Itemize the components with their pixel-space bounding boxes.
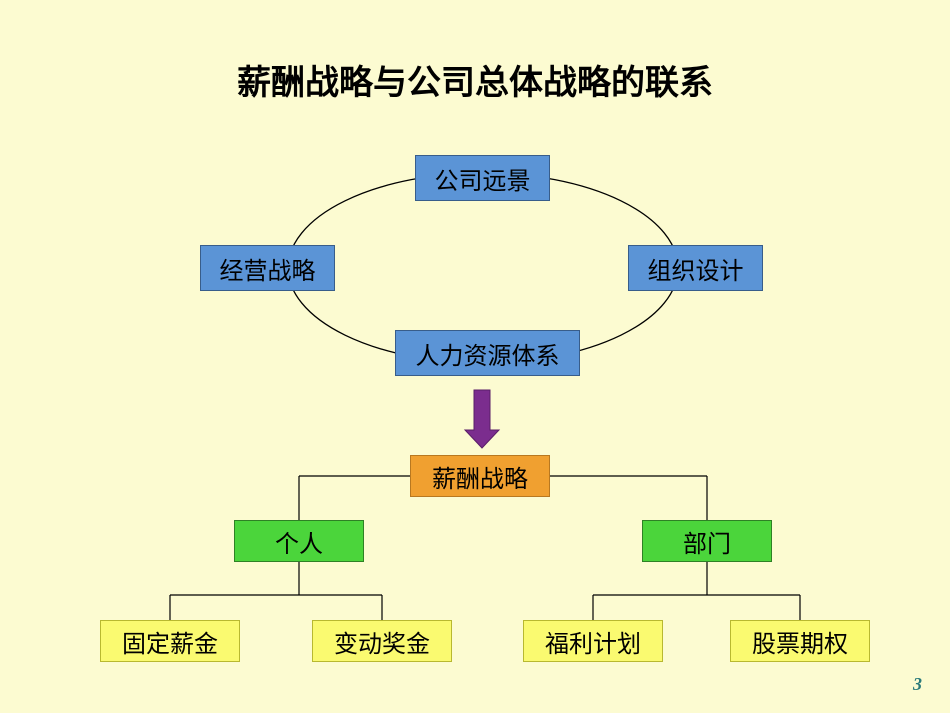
down-arrow [465, 390, 499, 448]
box-vision: 公司远景 [415, 155, 550, 201]
box-fixed: 固定薪金 [100, 620, 240, 662]
box-comp: 薪酬战略 [410, 455, 550, 497]
box-stock: 股票期权 [730, 620, 870, 662]
box-variable: 变动奖金 [312, 620, 452, 662]
box-hr: 人力资源体系 [395, 330, 580, 376]
box-welfare: 福利计划 [523, 620, 663, 662]
box-biz: 经营战略 [200, 245, 335, 291]
page-number: 3 [913, 674, 922, 695]
box-dept: 部门 [642, 520, 772, 562]
box-individual: 个人 [234, 520, 364, 562]
box-org: 组织设计 [628, 245, 763, 291]
